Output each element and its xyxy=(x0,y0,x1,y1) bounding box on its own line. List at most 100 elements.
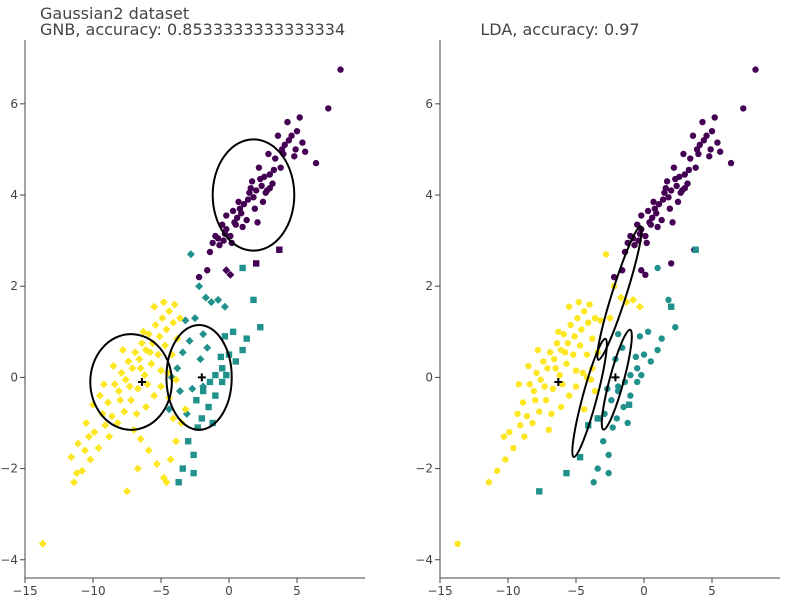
lda-point-class0-circle xyxy=(638,212,645,219)
gnb-covariance-ellipse xyxy=(89,333,173,431)
gnb-point-class2-diamond xyxy=(146,348,155,357)
gnb-y-tick-label: −4 xyxy=(0,553,18,567)
lda-point-class0-circle xyxy=(648,214,656,222)
lda-point-class0-circle xyxy=(727,159,735,167)
lda-point-class0-circle xyxy=(668,187,675,194)
gnb-point-class2-diamond xyxy=(157,366,165,375)
lda-point-class2-circle xyxy=(536,408,543,415)
gnb-point-class2-diamond xyxy=(127,396,136,405)
lda-point-class1-circle xyxy=(658,335,665,342)
lda-point-class2-circle xyxy=(586,301,593,308)
lda-point-class2-circle xyxy=(575,298,582,306)
gnb-point-class2-diamond xyxy=(142,403,151,412)
gnb-point-class0-circle xyxy=(285,137,293,144)
gnb-point-class1-square xyxy=(217,353,225,361)
gnb-point-class2-diamond xyxy=(105,432,114,441)
gnb-point-class2-diamond xyxy=(159,298,168,307)
gnb-point-class0-circle xyxy=(204,267,211,274)
gnb-point-class0-circle xyxy=(212,232,219,240)
gnb-point-class2-diamond xyxy=(86,455,95,464)
lda-x-tick-label: 0 xyxy=(640,584,648,598)
lda-point-class0-circle xyxy=(668,260,675,267)
gnb-point-class2-diamond xyxy=(136,434,145,443)
lda-y-tick-label: 2 xyxy=(425,279,433,293)
gnb-point-class2-diamond xyxy=(151,320,160,329)
lda-point-class1-circle xyxy=(620,403,627,411)
lda-point-class1-square xyxy=(625,401,633,408)
gnb-point-class0-circle xyxy=(270,166,278,174)
gnb-point-class2-diamond xyxy=(38,539,47,548)
lda-point-class2-circle xyxy=(493,467,501,475)
lda-point-class1-square xyxy=(536,488,543,495)
lda-point-class1-circle xyxy=(632,353,640,361)
lda-point-class0-circle xyxy=(670,164,678,171)
lda-point-class2-circle xyxy=(589,335,596,342)
gnb-point-class2-diamond xyxy=(169,318,178,327)
lda-point-class1-circle xyxy=(636,333,644,340)
gnb-point-class0-circle xyxy=(220,237,227,244)
gnb-point-class1-diamond xyxy=(214,295,223,304)
lda-point-class2-circle xyxy=(540,358,547,365)
gnb-point-class2-diamond xyxy=(103,398,112,407)
lda-point-class0-circle xyxy=(659,196,667,203)
lda-point-class2-circle xyxy=(514,410,521,418)
gnb-y-tick-label: 6 xyxy=(10,97,18,111)
lda-point-class2-circle xyxy=(570,351,577,358)
gnb-point-class1-square xyxy=(205,403,212,411)
lda-point-class0-circle xyxy=(699,118,706,126)
lda-point-class0-circle xyxy=(644,207,652,215)
gnb-class1-mean-marker xyxy=(197,373,206,382)
lda-point-class0-circle xyxy=(642,232,649,240)
gnb-point-class1-square xyxy=(206,378,214,386)
lda-point-class0-circle xyxy=(708,127,716,135)
gnb-point-class1-square xyxy=(219,378,226,386)
gnb-point-class1-square xyxy=(194,424,201,431)
lda-x-tick-label: −15 xyxy=(427,584,452,598)
lda-point-class2-circle xyxy=(583,351,591,358)
gnb-point-class0-circle xyxy=(229,207,237,215)
lda-point-class1-circle xyxy=(624,419,631,427)
lda-point-class1-circle xyxy=(614,330,622,338)
lda-point-class2-circle xyxy=(579,369,586,377)
gnb-point-class2-diamond xyxy=(136,364,145,373)
gnb-point-class0-circle xyxy=(251,205,259,212)
lda-point-class2-circle xyxy=(521,433,528,440)
gnb-point-class1-square xyxy=(179,465,186,472)
gnb-point-class1-diamond xyxy=(191,314,199,323)
gnb-point-class2-diamond xyxy=(67,453,76,462)
gnb-point-class1-square xyxy=(239,346,246,354)
gnb-point-class0-square xyxy=(276,246,283,253)
lda-covariance-ellipse xyxy=(596,225,643,361)
lda-point-class0-circle xyxy=(654,223,661,231)
lda-point-class0-circle xyxy=(647,221,654,228)
gnb-y-tick-label: −2 xyxy=(0,462,18,476)
lda-point-class2-circle xyxy=(517,422,524,429)
lda-point-class2-circle xyxy=(510,444,517,452)
lda-point-class2-circle xyxy=(546,349,554,356)
gnb-point-class2-diamond xyxy=(166,455,175,464)
lda-point-class0-circle xyxy=(700,137,708,144)
gnb-point-class1-square xyxy=(250,296,257,304)
lda-point-class1-square xyxy=(576,453,584,461)
lda-y-tick-label: 0 xyxy=(425,370,433,384)
lda-point-class1-square xyxy=(594,415,601,422)
lda-point-class0-circle xyxy=(689,132,697,139)
lda-point-class2-circle xyxy=(552,365,559,372)
gnb-point-class0-circle xyxy=(277,164,284,171)
gnb-point-class0-circle xyxy=(265,150,272,158)
gnb-point-class1-square xyxy=(232,358,239,365)
gnb-point-class2-diamond xyxy=(139,327,148,336)
lda-point-class2-circle xyxy=(530,387,538,395)
gnb-point-class2-diamond xyxy=(150,302,159,311)
gnb-point-class0-circle xyxy=(240,200,248,208)
gnb-point-class2-diamond xyxy=(158,314,167,323)
lda-point-class1-circle xyxy=(609,424,616,431)
gnb-point-class0-circle xyxy=(299,139,306,146)
gnb-point-class0-circle xyxy=(255,164,263,171)
gnb-point-class1-diamond xyxy=(203,343,212,352)
gnb-x-tick-label: 5 xyxy=(293,584,301,598)
gnb-point-class0-circle xyxy=(266,184,273,192)
gnb-point-class2-diamond xyxy=(99,380,108,389)
gnb-point-class1-square xyxy=(219,365,226,372)
gnb-point-class1-square xyxy=(257,324,264,331)
